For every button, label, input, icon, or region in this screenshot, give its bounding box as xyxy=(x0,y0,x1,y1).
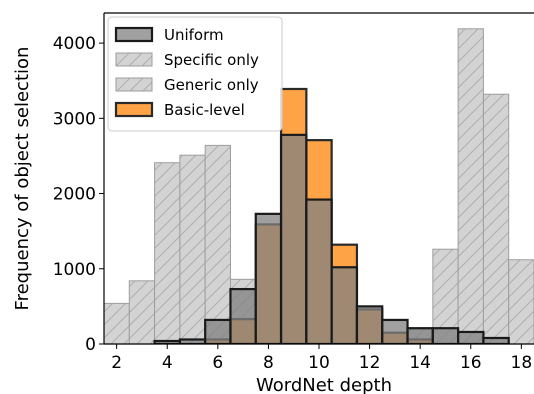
bar-uniform-16 xyxy=(457,330,485,344)
legend-label-specific-only: Specific only xyxy=(164,51,259,69)
legend-swatch-specific-only xyxy=(115,52,153,67)
series-specific-only xyxy=(407,28,534,344)
bar-uniform-8 xyxy=(254,212,283,344)
x-axis-label: WordNet depth xyxy=(256,375,392,394)
bar-uniform-15 xyxy=(431,327,460,344)
x-tick-label-8: 8 xyxy=(263,353,274,373)
series-uniform xyxy=(153,133,510,344)
bar-uniform-12 xyxy=(355,305,384,344)
bar-specific-only-17 xyxy=(482,93,510,344)
bar-uniform-17 xyxy=(482,336,510,344)
bar-uniform-7 xyxy=(229,287,257,344)
bar-generic-only-6 xyxy=(204,144,231,344)
x-tick-label-14: 14 xyxy=(409,353,431,373)
bar-uniform-14 xyxy=(406,327,434,344)
bar-uniform-5 xyxy=(178,338,207,344)
bar-generic-only-5 xyxy=(179,154,206,344)
x-tick-label-18: 18 xyxy=(511,353,533,373)
x-tick-label-4: 4 xyxy=(162,353,173,373)
x-tick-label-10: 10 xyxy=(308,353,330,373)
bar-specific-only-16 xyxy=(457,28,484,344)
x-tick-label-6: 6 xyxy=(212,353,223,373)
y-tick-label-0: 0 xyxy=(85,335,96,355)
bar-uniform-11 xyxy=(330,266,359,344)
legend-swatch-uniform xyxy=(114,26,154,43)
bar-generic-only-2 xyxy=(104,302,130,344)
bar-uniform-10 xyxy=(305,198,333,344)
y-tick-label-4000: 4000 xyxy=(53,34,96,54)
bar-uniform-9 xyxy=(279,133,308,344)
legend-swatch-generic-only xyxy=(115,77,153,92)
bar-specific-only-18 xyxy=(508,259,534,344)
y-tick-label-3000: 3000 xyxy=(53,109,96,129)
legend-label-generic-only: Generic only xyxy=(164,76,259,94)
legend-swatch-basic-level xyxy=(114,101,154,118)
bar-uniform-6 xyxy=(204,318,232,344)
bar-generic-only-4 xyxy=(154,162,181,344)
x-tick-label-12: 12 xyxy=(359,353,381,373)
bar-generic-only-3 xyxy=(128,280,156,344)
bar-uniform-13 xyxy=(381,318,409,344)
legend-label-uniform: Uniform xyxy=(164,26,224,44)
legend-label-basic-level: Basic-level xyxy=(164,101,245,119)
x-tick-label-2: 2 xyxy=(111,353,122,373)
y-tick-label-2000: 2000 xyxy=(53,185,96,205)
y-axis-label: Frequency of object selection xyxy=(12,47,33,311)
axes: 2 4 6 8 10 12 14 16 18 0 1000 2000 3000 4000 xyxy=(53,12,534,373)
x-tick-label-16: 16 xyxy=(460,353,482,373)
y-tick-label-1000: 1000 xyxy=(53,260,96,280)
legend: Uniform Specific only Generic only Basic-le… xyxy=(107,16,283,132)
